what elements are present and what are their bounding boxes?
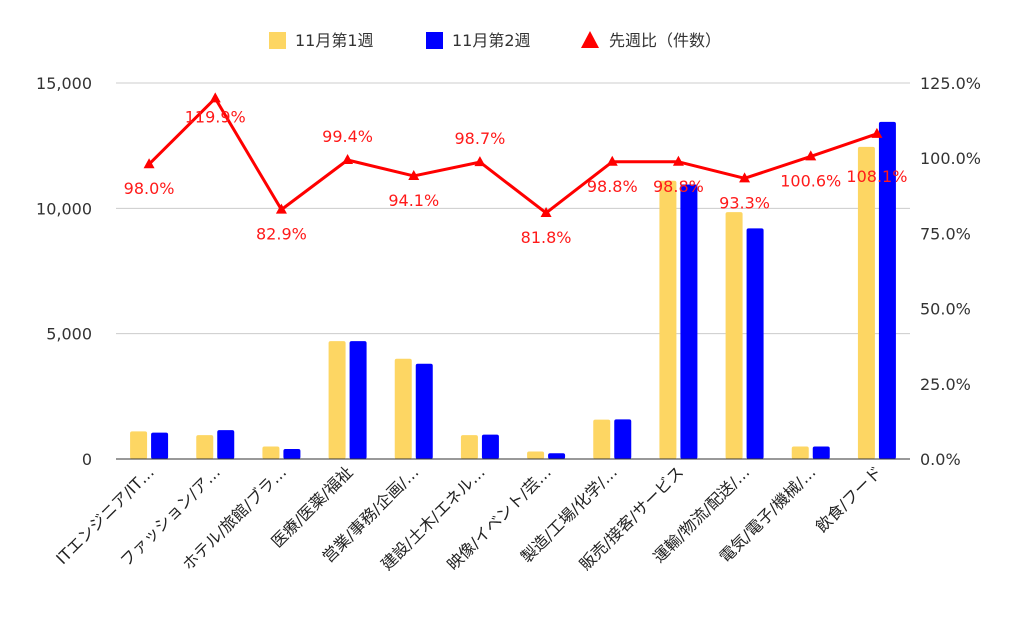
ratio-data-label: 98.7% — [455, 129, 506, 148]
bar-week1 — [725, 212, 743, 459]
ratio-data-label: 82.9% — [256, 225, 307, 244]
bar-week2 — [217, 430, 235, 459]
bars — [116, 121, 910, 460]
bar-week1 — [262, 446, 280, 459]
left-tick-label: 15,000 — [36, 74, 92, 93]
ratio-data-label: 94.1% — [388, 191, 439, 210]
ratio-data-label: 98.0% — [124, 179, 175, 198]
ratio-point — [540, 206, 552, 217]
ratio-point — [739, 172, 751, 183]
data-labels: 98.0% 119.9% 82.9% 99.4% 94.1% 98.7% 81.8% 98.8… — [124, 107, 908, 247]
bar-week2 — [878, 121, 896, 459]
ratio-line-path — [148, 96, 878, 215]
left-axis: 0 5,000 10,000 15,000 — [36, 74, 92, 469]
ratio-data-label: 108.1% — [846, 167, 907, 186]
ratio-point — [342, 154, 354, 165]
right-axis: 0.0% 25.0% 50.0% 75.0% 100.0% 125.0% — [920, 74, 981, 469]
bar-week2 — [481, 434, 499, 459]
ratio-point — [672, 155, 684, 166]
right-tick-label: 25.0% — [920, 375, 971, 394]
legend-swatch-week2 — [426, 32, 443, 49]
bar-week2 — [812, 446, 830, 459]
right-tick-label: 100.0% — [920, 149, 981, 168]
bar-week1 — [130, 431, 148, 459]
legend-label-week1: 11月第1週 — [295, 31, 374, 50]
ratio-point — [408, 169, 420, 180]
bar-week1 — [196, 435, 214, 459]
ratio-point — [871, 127, 883, 138]
bar-week2 — [680, 184, 698, 459]
ratio-data-label: 119.9% — [185, 107, 246, 126]
ratio-point — [209, 92, 221, 103]
legend-swatch-week1 — [269, 32, 286, 49]
bar-week2 — [415, 363, 433, 459]
bar-week2 — [746, 228, 764, 459]
bar-week1 — [527, 451, 545, 459]
ratio-point — [805, 150, 817, 161]
ratio-point — [275, 203, 287, 214]
right-tick-label: 125.0% — [920, 74, 981, 93]
legend-triangle-icon — [581, 31, 599, 48]
gridlines — [116, 82, 910, 460]
ratio-data-label: 81.8% — [521, 228, 572, 247]
ratio-point — [474, 156, 486, 167]
left-tick-label: 5,000 — [46, 325, 92, 344]
bar-week1 — [460, 435, 478, 459]
ratio-point — [143, 158, 155, 169]
right-tick-label: 0.0% — [920, 450, 961, 469]
ratio-data-label: 98.8% — [653, 177, 704, 196]
ratio-line — [143, 92, 883, 217]
legend: 11月第1週 11月第2週 先週比（件数） — [269, 31, 721, 50]
bar-week1 — [394, 358, 412, 459]
bar-week2 — [548, 453, 566, 459]
left-tick-label: 10,000 — [36, 199, 92, 218]
ratio-data-label: 98.8% — [587, 177, 638, 196]
left-tick-label: 0 — [82, 450, 92, 469]
bar-week2 — [349, 341, 367, 459]
ratio-data-label: 99.4% — [322, 127, 373, 146]
ratio-data-label: 93.3% — [719, 193, 770, 212]
bar-week2 — [614, 419, 632, 459]
right-tick-label: 50.0% — [920, 300, 971, 319]
category-label: 飲食/フード — [812, 462, 886, 536]
bar-week1 — [593, 419, 611, 459]
bar-week2 — [151, 432, 169, 459]
ratio-point — [606, 155, 618, 166]
bar-week2 — [283, 448, 301, 459]
legend-label-ratio: 先週比（件数） — [609, 31, 721, 50]
bar-week1 — [659, 180, 677, 459]
right-tick-label: 75.0% — [920, 224, 971, 243]
legend-label-week2: 11月第2週 — [452, 31, 531, 50]
bar-week1 — [857, 146, 875, 460]
ratio-data-label: 100.6% — [780, 171, 841, 190]
bar-week1 — [328, 341, 346, 459]
bar-week1 — [791, 446, 809, 459]
category-axis: ITエンジニア/IT…ファッション/ア…ホテル/旅館/ブラ…医療/医薬/福祉営業… — [52, 462, 885, 574]
